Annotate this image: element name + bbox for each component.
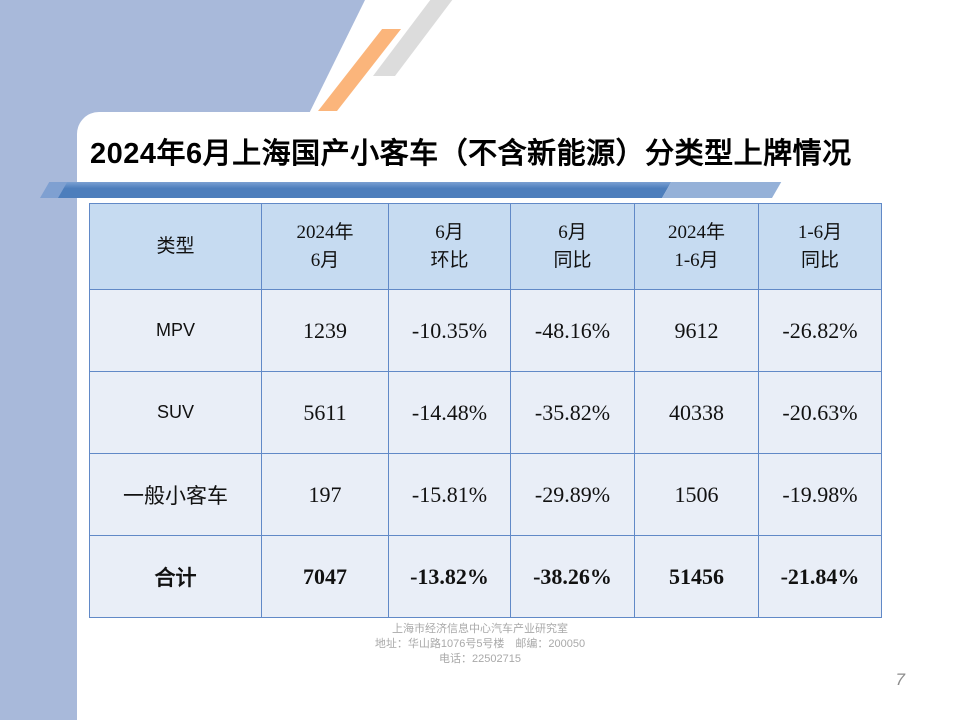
cell: 5611 xyxy=(261,371,389,454)
cell: 40338 xyxy=(634,371,759,454)
footer-phone-line: 电话：22502715 xyxy=(439,653,521,665)
cell: -38.26% xyxy=(510,535,635,618)
table-row-mpv: MPV 1239 -10.35% -48.16% 9612 -26.82% xyxy=(89,289,882,372)
page-title: 2024年6月上海国产小客车（不含新能源）分类型上牌情况 xyxy=(90,138,852,170)
cell: 51456 xyxy=(634,535,759,618)
header-june-yoy: 6月 同比 xyxy=(510,203,635,290)
footer: 上海市经济信息中心汽车产业研究室 地址：华山路1076号5号楼 邮编：20005… xyxy=(0,622,960,667)
header-2024-jan-june: 2024年 1-6月 xyxy=(634,203,759,290)
table-header-row: 类型 2024年 6月 6月 环比 6月 同比 2024年 1-6月 1-6月 … xyxy=(89,203,882,290)
cell: -26.82% xyxy=(758,289,882,372)
cell: 197 xyxy=(261,453,389,536)
row-label: SUV xyxy=(89,371,262,454)
row-label: 合计 xyxy=(89,535,262,618)
title-underline-bar xyxy=(58,182,672,198)
footer-org-line: 上海市经济信息中心汽车产业研究室 xyxy=(392,623,568,635)
cell: -35.82% xyxy=(510,371,635,454)
cell: 9612 xyxy=(634,289,759,372)
page-number: 7 xyxy=(895,670,905,689)
cell: -14.48% xyxy=(388,371,511,454)
cell: -48.16% xyxy=(510,289,635,372)
table-row-suv: SUV 5611 -14.48% -35.82% 40338 -20.63% xyxy=(89,371,882,454)
cell: 7047 xyxy=(261,535,389,618)
header-2024-june: 2024年 6月 xyxy=(261,203,389,290)
cell: 1506 xyxy=(634,453,759,536)
header-type: 类型 xyxy=(89,203,262,290)
header-jan-june-yoy: 1-6月 同比 xyxy=(758,203,882,290)
cell: -21.84% xyxy=(758,535,882,618)
header-june-mom: 6月 环比 xyxy=(388,203,511,290)
table-row-total: 合计 7047 -13.82% -38.26% 51456 -21.84% xyxy=(89,535,882,618)
cell: -20.63% xyxy=(758,371,882,454)
table-row-general-passenger: 一般小客车 197 -15.81% -29.89% 1506 -19.98% xyxy=(89,453,882,536)
cell: -15.81% xyxy=(388,453,511,536)
row-label: 一般小客车 xyxy=(89,453,262,536)
cell: -10.35% xyxy=(388,289,511,372)
cell: -13.82% xyxy=(388,535,511,618)
row-label: MPV xyxy=(89,289,262,372)
registrations-table: 类型 2024年 6月 6月 环比 6月 同比 2024年 1-6月 1-6月 … xyxy=(89,203,882,618)
title-bar-end-segment xyxy=(662,182,782,198)
cell: -19.98% xyxy=(758,453,882,536)
footer-address-line: 地址：华山路1076号5号楼 邮编：200050 xyxy=(374,638,586,650)
cell: -29.89% xyxy=(510,453,635,536)
cell: 1239 xyxy=(261,289,389,372)
